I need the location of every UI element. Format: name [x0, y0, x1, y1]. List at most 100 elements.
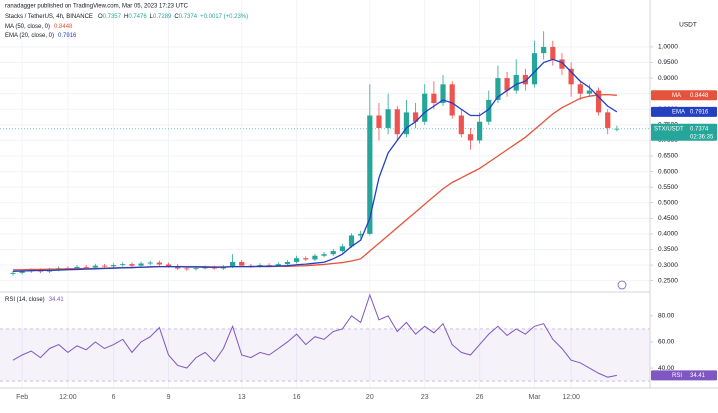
countdown: 02:36:35 — [690, 134, 714, 140]
candle-body — [19, 271, 25, 273]
candle-body — [147, 262, 153, 264]
event-icon — [617, 280, 627, 290]
candle-body — [367, 115, 373, 234]
candle-body — [431, 93, 437, 104]
price-tag — [651, 106, 717, 117]
legend-entry: RSI (14, close) 34.41 — [5, 297, 64, 303]
candle-body — [403, 112, 410, 135]
candle-body — [559, 59, 565, 69]
candle-body — [449, 84, 455, 116]
y-tick-label: 0.3000 — [658, 262, 678, 269]
ohlc-key: L — [150, 14, 154, 20]
y-unit: USDT — [679, 22, 697, 29]
y-tick-label: 0.5500 — [658, 184, 678, 191]
candle-body — [111, 265, 117, 267]
candle-body — [193, 268, 199, 270]
legend-entry: MA (50, close, 0) 0.8448 — [5, 24, 73, 30]
candle-body — [321, 254, 327, 256]
rsi-band — [0, 328, 650, 382]
y-tick-label: 0.9000 — [658, 75, 678, 82]
candle-body — [605, 112, 611, 128]
legend-entry: EMA (20, close, 0) 0.7916 — [5, 33, 77, 39]
ohlc-value: 0.7289 — [153, 14, 172, 20]
candle-body — [422, 93, 428, 122]
price-tag — [651, 370, 717, 381]
price-tag-text: STX/USDT — [654, 126, 684, 132]
y-tick-label: 0.4000 — [658, 231, 678, 238]
indicator-line — [12, 58, 618, 272]
candle-body — [550, 46, 556, 60]
candle-body — [458, 115, 464, 135]
candle-body — [467, 134, 474, 141]
candle-body — [120, 264, 126, 266]
candle-body — [495, 78, 501, 100]
price-tag — [651, 123, 717, 141]
candle-body — [614, 128, 620, 130]
price-tag-text: MA — [672, 93, 681, 99]
change: +0.0017 (+0.23%) — [200, 14, 248, 20]
rsi-line — [12, 293, 617, 378]
ohlc-value: 0.7357 — [103, 14, 122, 20]
candle-body — [156, 262, 162, 265]
candle-body — [504, 78, 510, 91]
candle-body — [348, 235, 355, 247]
legend-value: 0.8448 — [54, 24, 73, 30]
price-tag-text: EMA — [672, 109, 685, 115]
attribution: ranadagger published on TradingView.com,… — [5, 4, 189, 10]
price-tag-text: 34.41 — [690, 373, 706, 379]
candle-body — [129, 264, 135, 266]
price-tag-text: 0.8448 — [690, 93, 709, 99]
candle-body — [568, 68, 574, 85]
candle-body — [339, 246, 345, 252]
candle-body — [138, 263, 144, 266]
y-tick-label: 0.9500 — [658, 59, 678, 66]
x-tick-label: 12:00 — [59, 394, 77, 401]
candle-body — [202, 267, 208, 269]
y-tick-label: 0.6000 — [658, 168, 678, 175]
legend-value: 34.41 — [49, 297, 65, 303]
candle-body — [477, 121, 483, 141]
candle-body — [211, 267, 217, 269]
candle-body — [239, 261, 245, 266]
price-tag-text: RSI — [672, 373, 682, 379]
legend-value: 0.7916 — [58, 33, 77, 39]
ohlc-value: 0.7476 — [128, 14, 147, 20]
candle-body — [394, 109, 400, 135]
price-tag-text: 0.7374 — [690, 126, 709, 132]
chart-title: Stacks / TetherUS, 4h, BINANCE O0.7357 H0.… — [5, 14, 248, 20]
y-tick-label: 1.0000 — [658, 44, 678, 51]
legend-name: MA (50, close, 0) — [5, 24, 50, 30]
grid-layer — [0, 0, 653, 388]
x-tick-label: 13 — [238, 394, 246, 401]
y-tick-label: 0.4500 — [658, 215, 678, 222]
candle-body — [303, 258, 309, 260]
candle-body — [586, 90, 593, 94]
candle-body — [330, 251, 336, 255]
candle-body — [266, 265, 272, 266]
x-tick-label: Mar — [528, 394, 541, 401]
ohlc-key: H — [124, 14, 128, 20]
x-tick-label: 26 — [476, 394, 484, 401]
candle-body — [92, 265, 98, 268]
price-tag-text: 0.7916 — [690, 109, 709, 115]
x-tick-label: 20 — [366, 394, 374, 401]
rsi-tick-label: 40.00 — [658, 365, 675, 372]
plot-layer — [10, 31, 620, 378]
candle-body — [165, 264, 172, 267]
candle-body — [74, 266, 80, 269]
y-tick-label: 0.2500 — [658, 277, 678, 284]
candle-body — [385, 109, 391, 128]
candle-body — [275, 264, 281, 266]
y-tick-label: 0.3500 — [658, 246, 678, 253]
candle-body — [10, 272, 16, 274]
candle-body — [101, 265, 108, 267]
candle-body — [83, 266, 89, 268]
x-tick-label: 16 — [293, 394, 301, 401]
x-tick-label: 6 — [112, 394, 116, 401]
candle-body — [522, 74, 528, 85]
candle-body — [531, 53, 538, 85]
ohlc-key: C — [174, 14, 179, 20]
candle-body — [284, 261, 291, 265]
